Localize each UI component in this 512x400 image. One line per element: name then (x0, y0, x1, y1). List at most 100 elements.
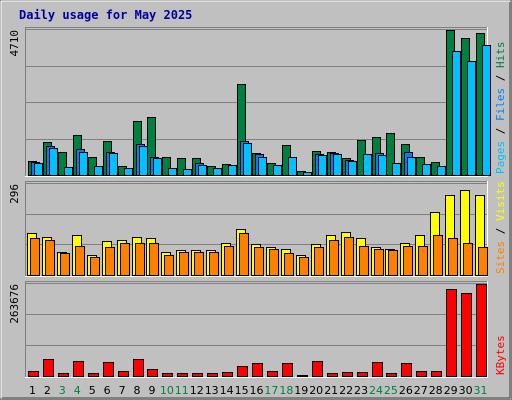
bar-sites-day-30-fill (463, 243, 473, 276)
bar-pages-day-9 (153, 158, 162, 176)
bar-kbytes-day-26 (401, 363, 412, 377)
bar-sites-day-29 (448, 238, 458, 276)
bar-kbytes-day-4-fill (73, 361, 84, 377)
panel-1-legend: Sites / Visits (494, 181, 507, 274)
bar-pages-day-2 (49, 148, 58, 176)
bar-hits-day-11-fill (177, 158, 186, 176)
bar-hits-day-10 (162, 157, 171, 176)
bar-kbytes-day-10 (162, 373, 173, 377)
bar-sites-day-24-fill (374, 249, 384, 276)
bar-kbytes-day-19-fill (297, 375, 308, 377)
bar-pages-day-22 (348, 161, 357, 176)
bar-pages-day-30-fill (467, 61, 476, 176)
bar-sites-day-4 (75, 246, 85, 276)
bar-kbytes-day-29-fill (446, 289, 457, 377)
bar-pages-day-12-fill (198, 165, 207, 176)
bar-sites-day-16-fill (254, 247, 264, 276)
bar-pages-day-7 (124, 168, 133, 176)
bar-kbytes-day-25 (386, 373, 397, 377)
bar-sites-day-19 (299, 257, 309, 276)
bar-pages-day-21-fill (333, 154, 342, 176)
bar-pages-day-22-fill (348, 161, 357, 176)
bar-kbytes-day-31 (476, 284, 487, 377)
bar-sites-day-2-fill (45, 240, 55, 276)
bar-pages-day-6 (109, 153, 118, 176)
bar-pages-day-7-fill (124, 168, 133, 176)
bar-pages-day-6-fill (109, 153, 118, 176)
bar-kbytes-day-6-fill (103, 362, 114, 377)
bar-sites-day-28 (433, 235, 443, 276)
bar-sites-day-16 (254, 247, 264, 276)
bar-sites-day-14-fill (224, 246, 234, 276)
bar-pages-day-13-fill (213, 168, 222, 176)
bar-kbytes-day-14 (222, 372, 233, 377)
panel-0-scale-label: 4710 (8, 30, 21, 57)
bar-sites-day-19-fill (299, 257, 309, 276)
bar-kbytes-day-5-fill (88, 373, 99, 377)
bar-pages-day-24-fill (378, 155, 387, 176)
bar-sites-day-10-fill (164, 255, 174, 276)
bar-sites-day-29-fill (448, 238, 458, 276)
bar-kbytes-day-1 (28, 371, 39, 377)
x-tick-label-day-6: 6 (104, 384, 111, 397)
bar-kbytes-day-21-fill (327, 373, 338, 377)
bar-kbytes-day-2 (43, 359, 54, 377)
bar-pages-day-14-fill (228, 165, 237, 176)
x-tick-label-day-10: 10 (160, 384, 174, 397)
panel-2-scale-label: 263676 (8, 284, 21, 324)
panel-0-legend-part: / (494, 68, 507, 88)
bar-kbytes-day-28-fill (431, 371, 442, 377)
panel-1-legend-part: Sites (494, 241, 507, 274)
bar-sites-day-6 (105, 247, 115, 276)
x-tick-label-day-24: 24 (369, 384, 383, 397)
bar-sites-day-24 (374, 249, 384, 276)
bar-kbytes-day-9 (147, 369, 158, 377)
bar-kbytes-day-29 (446, 289, 457, 377)
bar-sites-day-23 (359, 246, 369, 276)
bar-kbytes-day-12-fill (192, 373, 203, 377)
bar-pages-day-15 (243, 143, 252, 176)
bar-sites-day-26 (403, 246, 413, 276)
bar-pages-day-25 (392, 163, 401, 176)
bar-pages-day-26-fill (407, 157, 416, 176)
bar-kbytes-day-4 (73, 361, 84, 377)
panel-1-legend-part: / (494, 221, 507, 241)
bar-kbytes-day-5 (88, 373, 99, 377)
x-tick-label-day-17: 17 (264, 384, 278, 397)
bar-kbytes-day-9-fill (147, 369, 158, 377)
bar-sites-day-8 (135, 243, 145, 276)
x-tick-label-day-28: 28 (429, 384, 443, 397)
bar-sites-day-12 (194, 252, 204, 276)
bar-pages-day-31 (482, 45, 491, 176)
bar-pages-day-21 (333, 154, 342, 176)
x-tick-label-day-20: 20 (309, 384, 323, 397)
bar-pages-day-3 (64, 167, 73, 176)
bar-pages-day-4 (79, 152, 88, 176)
bar-kbytes-day-31-fill (476, 284, 487, 377)
x-tick-label-day-27: 27 (414, 384, 428, 397)
bar-pages-day-17 (273, 165, 282, 176)
bar-kbytes-day-25-fill (386, 373, 397, 377)
bar-pages-day-25-fill (392, 163, 401, 176)
x-tick-label-day-21: 21 (324, 384, 338, 397)
bar-pages-day-29 (452, 51, 461, 176)
bar-sites-day-18-fill (284, 253, 294, 276)
bar-kbytes-day-24-fill (372, 362, 383, 377)
bar-sites-day-22 (344, 237, 354, 276)
panel-2-background (25, 281, 488, 378)
bar-pages-day-17-fill (273, 165, 282, 176)
bar-kbytes-day-7 (118, 371, 129, 377)
bar-pages-day-23 (363, 154, 372, 176)
bar-sites-day-13-fill (209, 252, 219, 276)
x-tick-label-day-14: 14 (220, 384, 234, 397)
bar-kbytes-day-3-fill (58, 373, 69, 377)
bar-kbytes-day-27 (416, 371, 427, 377)
bar-kbytes-day-23-fill (357, 372, 368, 377)
bar-sites-day-4-fill (75, 246, 85, 276)
bar-pages-day-16 (258, 157, 267, 176)
bar-sites-day-17 (269, 249, 279, 276)
x-axis-labels: 1 2 3 4 5 6 7 8 9 10 11 12 13 14 15 16 17 18 19 20 21 22 23 24 2… (29, 384, 488, 397)
bar-sites-day-22-fill (344, 237, 354, 276)
bar-pages-day-2-fill (49, 148, 58, 176)
